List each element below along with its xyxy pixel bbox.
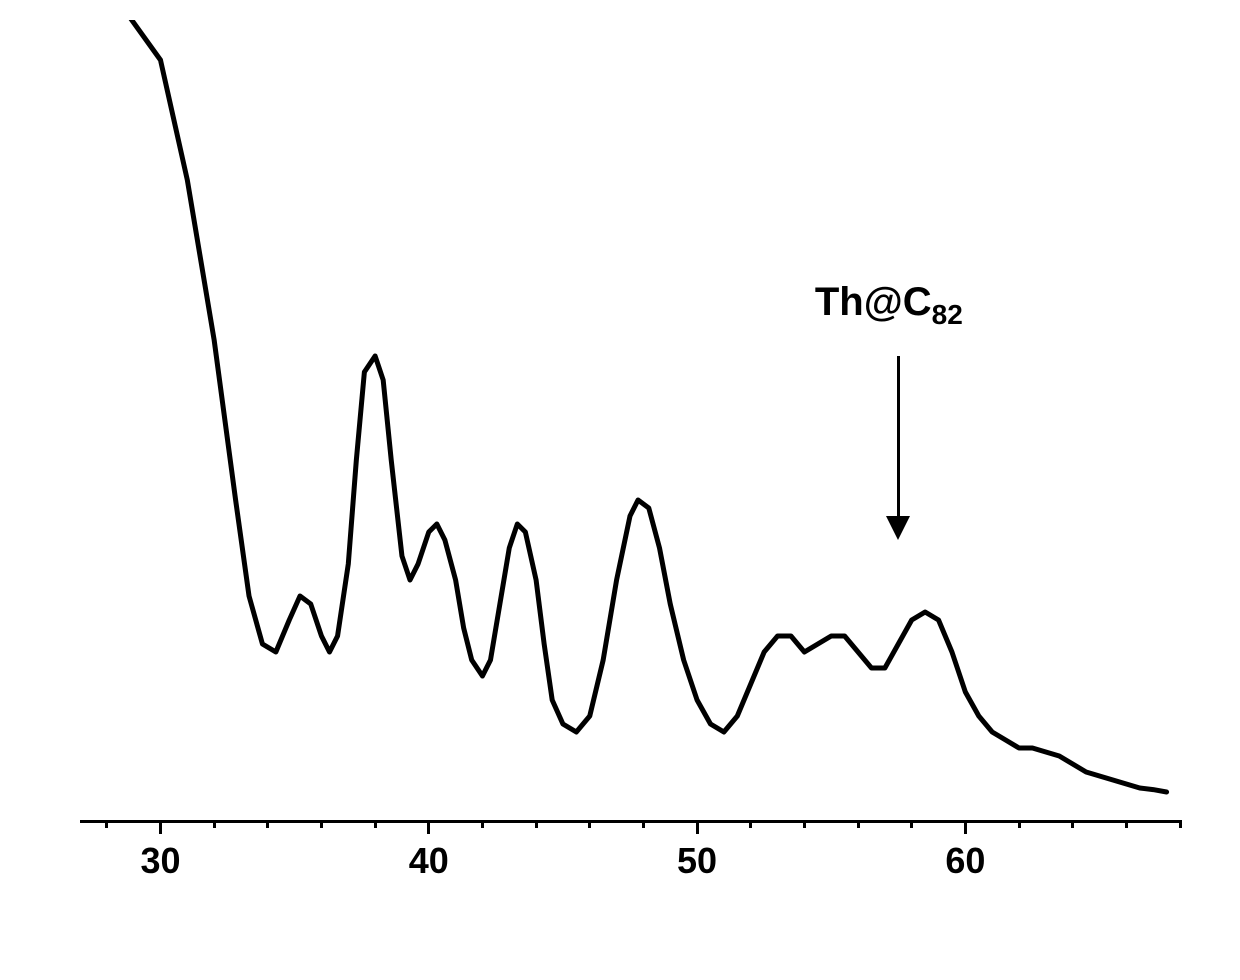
x-tick-major [159,820,162,834]
x-tick-minor [1125,820,1128,828]
x-tick-minor [105,820,108,828]
plot-area: Th@C82 [80,20,1180,820]
x-tick-label: 40 [409,840,449,882]
x-axis-line [80,820,1180,823]
x-tick-minor [1018,820,1021,828]
x-tick-minor [481,820,484,828]
data-line [93,20,1166,792]
x-tick-minor [588,820,591,828]
x-tick-minor [1071,820,1074,828]
annotation-arrow-head [886,516,910,540]
x-tick-minor [910,820,913,828]
x-tick-minor [374,820,377,828]
x-tick-label: 30 [140,840,180,882]
x-tick-minor [266,820,269,828]
x-tick-major [427,820,430,834]
annotation-prefix: Th@C [815,280,932,324]
x-tick-label: 60 [945,840,985,882]
x-tick-minor [1179,820,1182,828]
annotation-label: Th@C82 [815,280,963,331]
x-tick-minor [213,820,216,828]
x-tick-minor [642,820,645,828]
x-axis: 30 40 50 60 [80,820,1180,890]
chart-container: Th@C82 30 40 50 60 [80,20,1180,890]
x-tick-minor [535,820,538,828]
x-tick-major [696,820,699,834]
annotation-subscript: 82 [932,299,963,330]
x-tick-minor [803,820,806,828]
x-tick-minor [749,820,752,828]
annotation-arrow [897,356,900,520]
chart-svg [80,20,1180,820]
x-tick-minor [857,820,860,828]
x-tick-minor [320,820,323,828]
x-tick-major [964,820,967,834]
x-tick-label: 50 [677,840,717,882]
